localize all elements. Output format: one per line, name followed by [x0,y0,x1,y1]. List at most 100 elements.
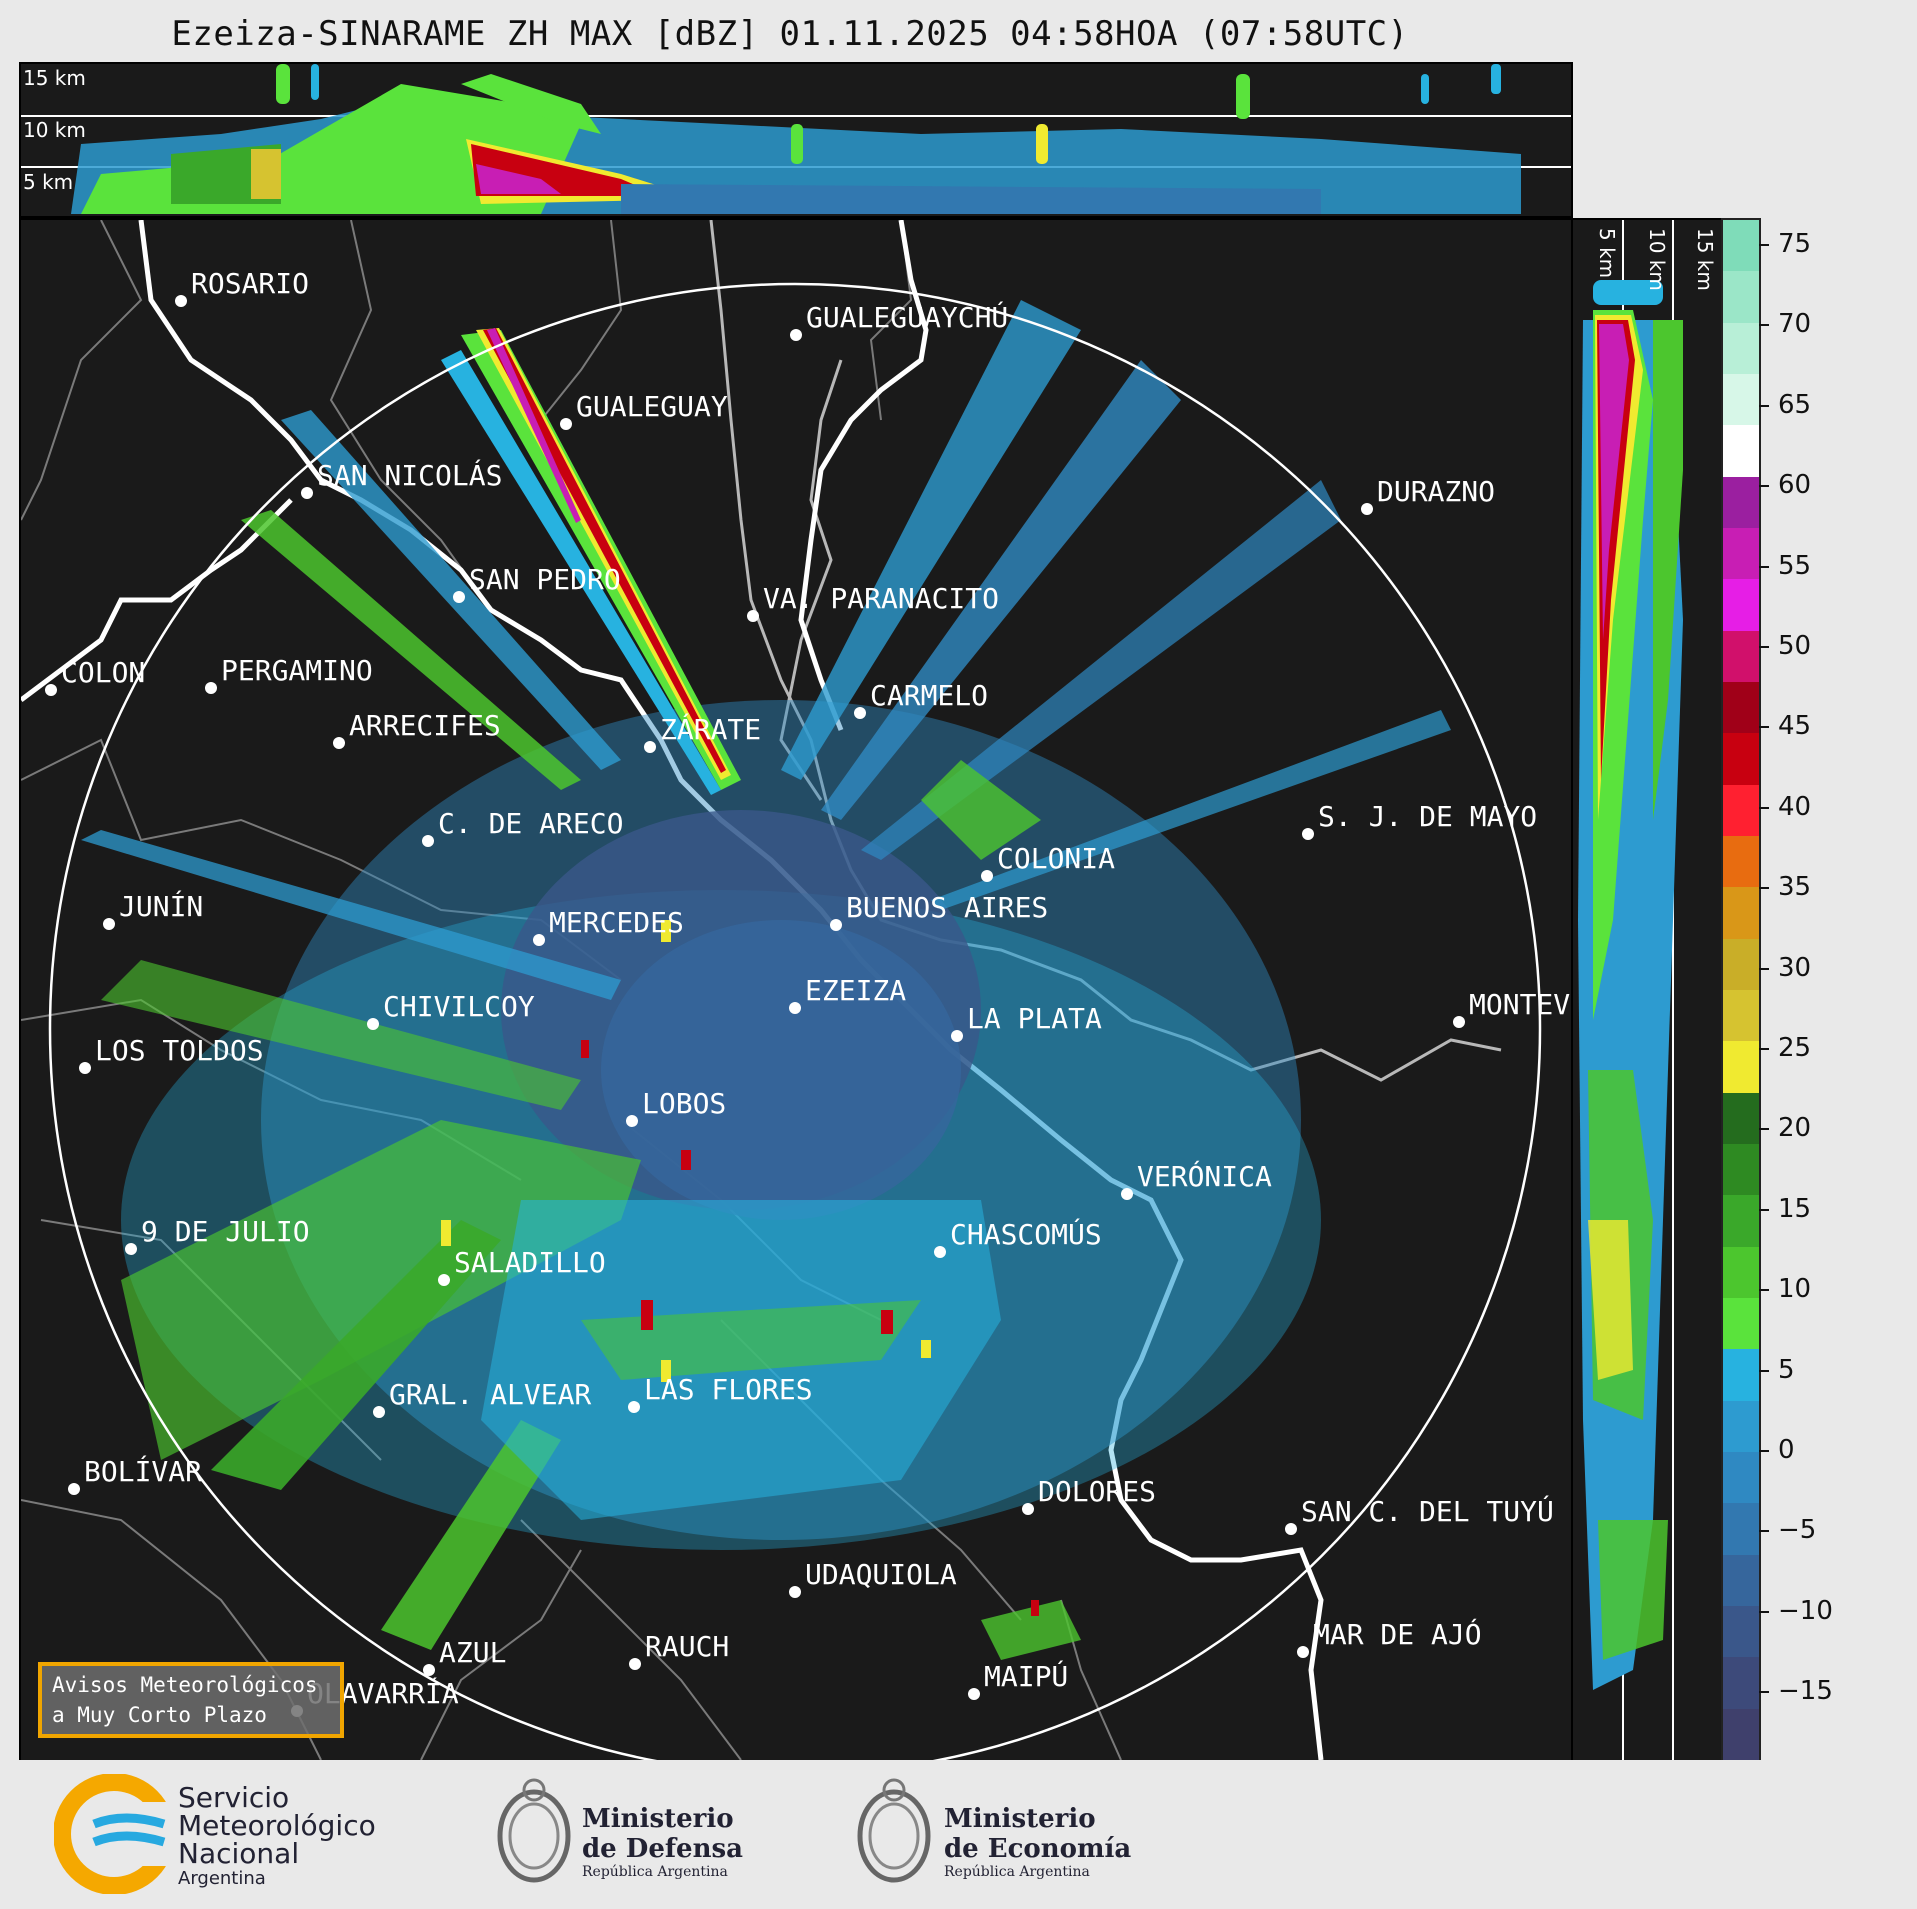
city-label: BOLÍVAR [84,1454,202,1488]
city-dot [438,1274,450,1286]
city-label: SAN NICOLÁS [317,458,502,492]
colorbar-tick-label: 70 [1778,309,1812,340]
colorbar-tick-label: 0 [1778,1435,1795,1465]
city-dot [175,295,187,307]
colorbar-tick-mark [1759,1450,1769,1452]
city-dot [1121,1188,1133,1200]
height-label-15km: 15 km [23,66,86,90]
colorbar-tick-mark [1759,1530,1769,1533]
height-label-10km-side: 10 km [1645,228,1669,291]
city-label: EZEIZA [805,974,906,1007]
radar-echoes [81,300,1451,1660]
city-dot [1285,1523,1297,1535]
footer-logos: Servicio Meteorológico Nacional Argentin… [0,1760,1917,1909]
colorbar-segment [1723,1349,1759,1401]
city-label: BUENOS AIRES [846,891,1048,924]
city-label: COLONIA [997,842,1115,875]
economia-line-1: Ministerio [944,1804,1096,1834]
colorbar-tick-mark [1759,404,1769,407]
city-label: CHIVILCOY [383,990,535,1023]
city-label: MONTEVIDEO [1469,988,1571,1021]
city-label: MERCEDES [549,906,684,939]
city-dot [747,610,759,622]
colorbar-segment [1723,1297,1759,1350]
city-label: CARMELO [870,679,988,712]
city-label: LOS TOLDOS [95,1034,264,1067]
warning-link-box[interactable]: Avisos Meteorológicos a Muy Corto Plazo [38,1662,344,1738]
colorbar-tick-mark [1759,1691,1769,1694]
city-label: UDAQUIOLA [805,1558,957,1591]
city-dot [1453,1016,1465,1028]
side-cross-section-panel: 5 km 10 km 15 km [1571,218,1723,1762]
city-dot [790,329,802,341]
city-dot [45,684,57,696]
smn-logo-text: Servicio Meteorológico Nacional Argentin… [178,1784,376,1890]
colorbar-tick-label: 10 [1778,1274,1812,1305]
city-label: LAS FLORES [644,1373,813,1406]
colorbar-segment [1723,1400,1759,1452]
city-label: DOLORES [1038,1475,1156,1508]
smn-logo-icon [54,1774,174,1894]
colorbar-tick-mark [1759,1128,1769,1131]
city-dot [125,1243,137,1255]
economia-logo-text: Ministerio de Economía República Argenti… [944,1804,1131,1880]
colorbar-segment [1723,476,1759,528]
colorbar-segment [1723,681,1759,734]
colorbar-segment [1723,1041,1759,1093]
radar-map-panel: ROSARIO GUALEGUAYCHÚ GUALEGUAY SAN NICOLÁS D… [19,218,1573,1762]
city-label: MAR DE AJÓ [1313,1617,1482,1651]
city-dot [981,870,993,882]
city-dot [830,919,842,931]
city-dot [1297,1646,1309,1658]
height-label-5km: 5 km [23,170,74,194]
city-label: AZUL [439,1636,506,1669]
city-label: ROSARIO [191,267,309,300]
colorbar-segment [1723,1246,1759,1298]
colorbar-segment [1723,1503,1759,1555]
city-label: SAN PEDRO [469,563,621,596]
colorbar-tick-label: 15 [1778,1193,1812,1224]
city-dot [934,1246,946,1258]
city-label: GRAL. ALVEAR [389,1378,591,1411]
colorbar-tick-mark [1759,646,1769,648]
colorbar-segment [1723,271,1759,323]
colorbar-tick-mark [1759,1289,1769,1292]
chart-title: Ezeiza-SINARAME ZH MAX [dBZ] 01.11.2025 … [171,14,1409,54]
city-label: 9 DE JULIO [141,1215,310,1248]
colorbar-tick-mark [1759,565,1769,568]
smn-line-1: Servicio [178,1781,290,1814]
city-dot [453,591,465,603]
city-dot [951,1030,963,1042]
city-dot [1022,1503,1034,1515]
colorbar-tick-mark [1759,1208,1769,1211]
defensa-logo-text: Ministerio de Defensa República Argentin… [582,1804,743,1880]
colorbar-segment [1723,1195,1759,1247]
colorbar-tick-label: 45 [1778,711,1812,742]
city-dot [1302,828,1314,840]
colorbar-segment [1723,989,1759,1042]
city-dot [367,1018,379,1030]
colorbar-segment [1723,938,1759,990]
city-label: MAIPÚ [984,1659,1068,1693]
colorbar-tick-mark [1759,244,1769,246]
colorbar-segment [1723,835,1759,888]
city-dot [422,835,434,847]
colorbar-segment [1723,630,1759,682]
city-label: RAUCH [645,1630,729,1663]
colorbar-tick-mark [1759,726,1769,729]
defensa-line-3: República Argentina [582,1864,728,1880]
city-label: SALADILLO [454,1246,606,1279]
city-dot [560,418,572,430]
city-label: ZÁRATE [660,712,761,746]
colorbar-segment [1723,1092,1759,1144]
city-dot [423,1664,435,1676]
city-label: VERÓNICA [1137,1159,1272,1193]
colorbar-tick-label: 40 [1778,791,1812,822]
smn-line-4: Argentina [178,1868,266,1889]
colorbar-segment [1723,220,1759,272]
smn-line-3: Nacional [178,1837,300,1870]
colorbar-segment [1723,1451,1759,1504]
city-dot [68,1483,80,1495]
colorbar-segment [1723,1657,1759,1709]
colorbar-segment [1723,1708,1759,1760]
